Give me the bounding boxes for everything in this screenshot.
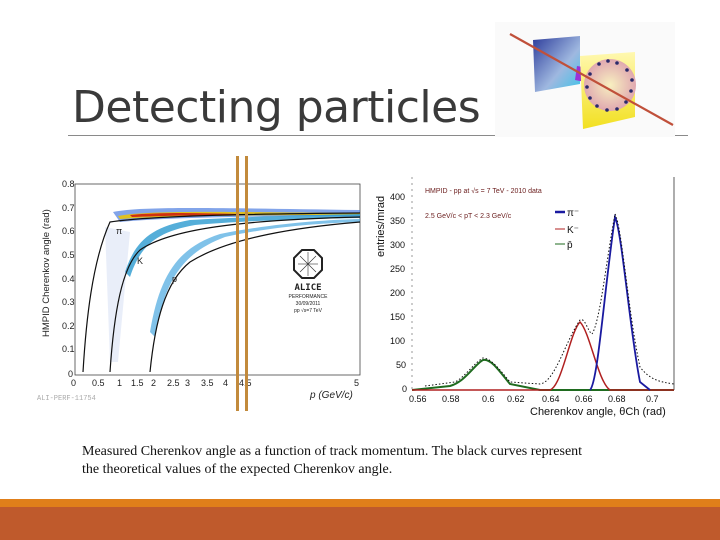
svg-text:0.64: 0.64 [542, 394, 560, 404]
detector-logo-icon [495, 22, 675, 137]
svg-text:p: p [172, 274, 177, 284]
y-axis-label: entries/mrad [375, 196, 387, 257]
watermark-label: ALI-PERF-11754 [37, 395, 96, 403]
legend: π⁻ K⁻ p̄ [555, 208, 579, 251]
slide-title: Detecting particles [72, 82, 481, 133]
svg-text:5: 5 [354, 378, 359, 388]
svg-text:400: 400 [390, 192, 405, 202]
svg-text:1.5: 1.5 [131, 378, 144, 388]
svg-text:0.58: 0.58 [442, 394, 460, 404]
svg-text:3: 3 [185, 378, 190, 388]
cherenkov-angle-histogram: entries/mrad 400 350 300 250 200 150 100 50 0 0… [375, 177, 675, 418]
svg-text:100: 100 [390, 336, 405, 346]
momentum-marker-line-2 [245, 156, 248, 411]
svg-text:250: 250 [390, 264, 405, 274]
svg-text:0.5: 0.5 [92, 378, 105, 388]
alice-logo: ALICE PERFORMANCE 30/09/2011 pp √s=7 TeV [289, 249, 329, 314]
svg-text:0.7: 0.7 [62, 203, 75, 213]
legend-label-antiproton: p̄ [567, 240, 573, 251]
svg-text:30/09/2011: 30/09/2011 [296, 301, 321, 307]
svg-text:0.2: 0.2 [62, 321, 75, 331]
svg-text:4: 4 [223, 378, 228, 388]
svg-text:0.6: 0.6 [482, 394, 495, 404]
footer-bar [0, 507, 720, 540]
svg-text:3.5: 3.5 [201, 378, 214, 388]
svg-text:1: 1 [117, 378, 122, 388]
svg-text:0.56: 0.56 [409, 394, 427, 404]
svg-text:0: 0 [68, 369, 73, 379]
cherenkov-vs-momentum-chart: HMPID Cherenkov angle (rad) 0.8 0.7 0.6 0.5… [41, 179, 361, 401]
svg-text:ALICE: ALICE [294, 283, 321, 293]
footer-accent-stripe [0, 499, 720, 507]
svg-text:0.6: 0.6 [62, 226, 75, 236]
svg-text:2: 2 [151, 378, 156, 388]
svg-text:350: 350 [390, 216, 405, 226]
svg-text:300: 300 [390, 240, 405, 250]
legend-label-pion: π⁻ [567, 208, 579, 219]
x-axis-label: p (GeV/c) [309, 390, 353, 401]
svg-text:0.7: 0.7 [646, 394, 659, 404]
svg-text:pp √s=7 TeV: pp √s=7 TeV [294, 307, 322, 314]
svg-text:50: 50 [396, 360, 406, 370]
svg-text:K: K [137, 256, 143, 266]
x-axis-label: Cherenkov angle, θCh (rad) [530, 406, 666, 418]
svg-text:0.5: 0.5 [62, 250, 75, 260]
svg-text:0.4: 0.4 [62, 274, 75, 284]
svg-text:0: 0 [402, 384, 407, 394]
y-axis-label: HMPID Cherenkov angle (rad) [41, 209, 52, 337]
svg-text:200: 200 [390, 288, 405, 298]
svg-text:0.1: 0.1 [62, 344, 75, 354]
chart-subtitle: 2.5 GeV/c < pT < 2.3 GeV/c [425, 213, 512, 220]
momentum-marker-line-1 [236, 156, 239, 411]
svg-text:0: 0 [71, 378, 76, 388]
svg-text:π: π [116, 226, 122, 236]
svg-text:0.3: 0.3 [62, 297, 75, 307]
title-divider [68, 135, 688, 136]
legend-label-kaon: K⁻ [567, 225, 579, 236]
svg-text:150: 150 [390, 312, 405, 322]
svg-text:2.5: 2.5 [167, 378, 180, 388]
svg-text:0.62: 0.62 [507, 394, 525, 404]
chart-title: HMPID - pp at √s = 7 TeV - 2010 data [425, 187, 542, 195]
svg-text:0.66: 0.66 [575, 394, 593, 404]
svg-text:0.68: 0.68 [608, 394, 626, 404]
figure-caption: Measured Cherenkov angle as a function o… [82, 444, 583, 477]
svg-text:PERFORMANCE: PERFORMANCE [289, 294, 329, 300]
svg-text:0.8: 0.8 [62, 179, 75, 189]
